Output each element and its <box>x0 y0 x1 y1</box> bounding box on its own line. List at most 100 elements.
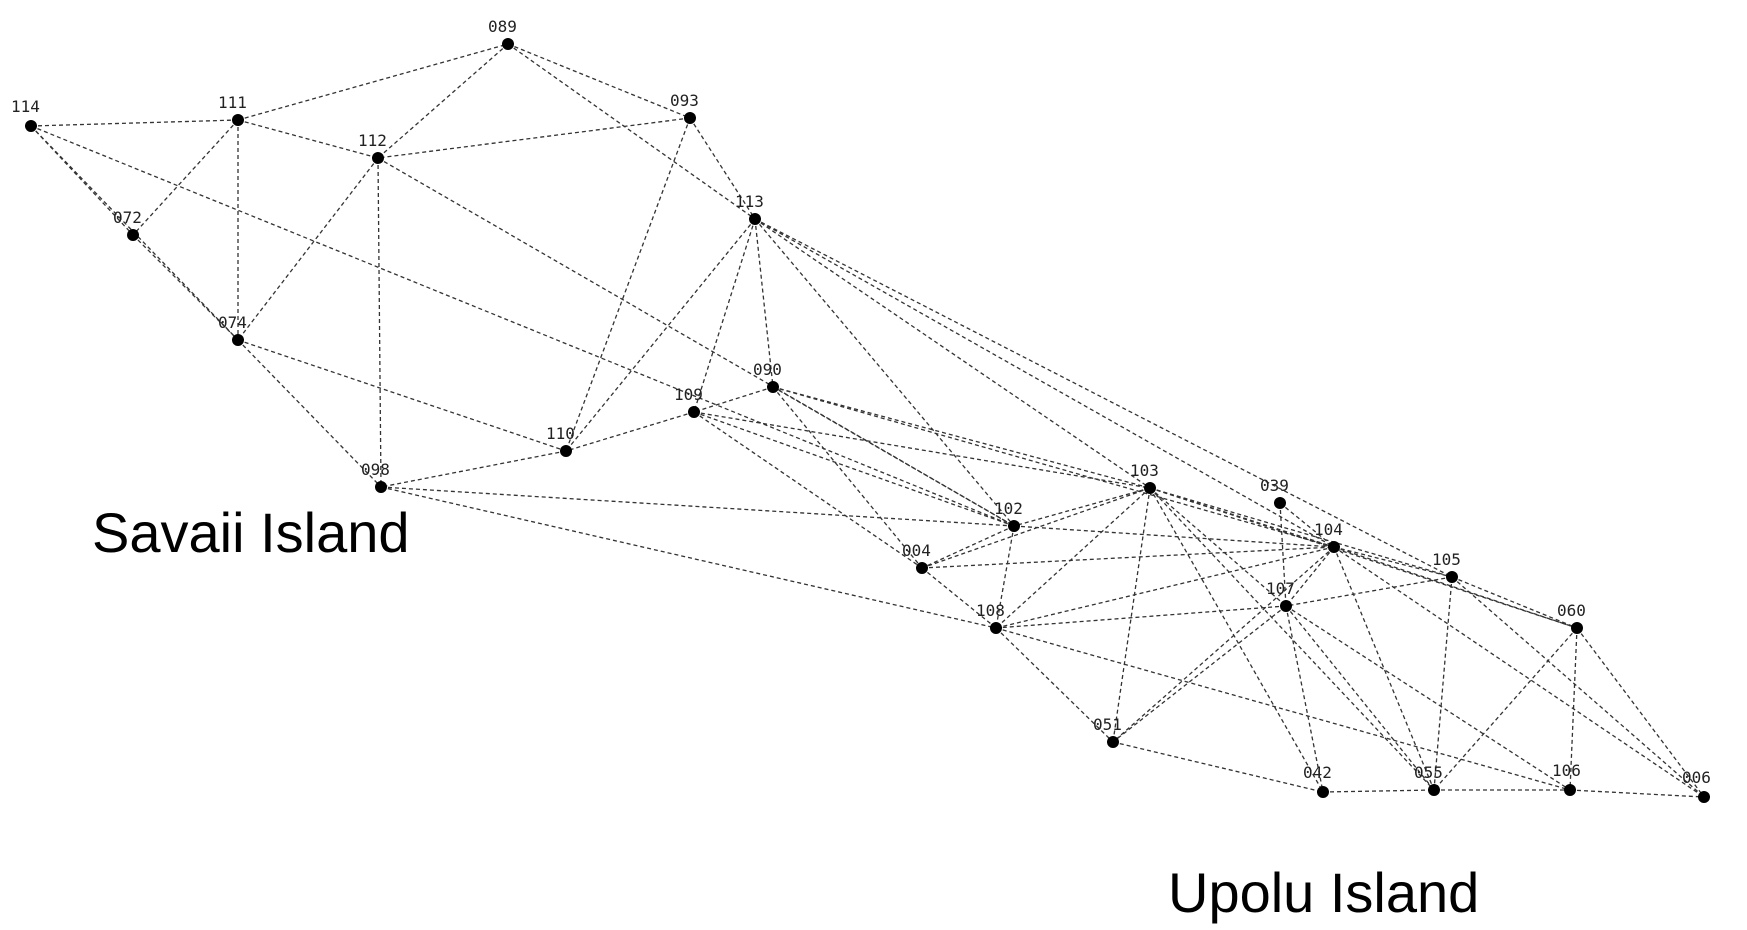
node-dot-093 <box>684 112 696 124</box>
node-label-111: 111 <box>218 93 247 112</box>
edge-074-110 <box>237 339 567 452</box>
edge-113-104 <box>754 218 1335 548</box>
edge-109-103 <box>693 411 1151 489</box>
edges-layer <box>30 43 1705 798</box>
node-055: 055 <box>1414 763 1443 796</box>
node-111: 111 <box>218 93 247 126</box>
edge-105-055 <box>1433 576 1453 791</box>
edge-103-060 <box>1149 487 1578 629</box>
edge-112-102 <box>377 157 1015 527</box>
edge-090-109 <box>693 386 774 413</box>
node-109: 109 <box>674 385 703 418</box>
node-label-104: 104 <box>1314 520 1343 539</box>
edge-113-102 <box>754 218 1015 527</box>
edge-103-105 <box>1149 487 1453 578</box>
edge-060-055 <box>1433 627 1578 791</box>
node-dot-098 <box>375 481 387 493</box>
node-074: 074 <box>218 313 247 346</box>
node-060: 060 <box>1557 601 1586 634</box>
node-dot-110 <box>560 445 572 457</box>
node-label-042: 042 <box>1303 763 1332 782</box>
node-label-039: 039 <box>1260 476 1289 495</box>
node-label-098: 098 <box>361 460 390 479</box>
node-dot-072 <box>127 229 139 241</box>
edge-114-111 <box>30 119 239 127</box>
node-label-060: 060 <box>1557 601 1586 620</box>
edge-090-104 <box>772 386 1335 548</box>
node-label-103: 103 <box>1130 461 1159 480</box>
node-108: 108 <box>976 601 1005 634</box>
node-102: 102 <box>994 499 1023 532</box>
node-dot-109 <box>688 406 700 418</box>
node-089: 089 <box>488 17 517 50</box>
edge-102-108 <box>995 525 1015 629</box>
node-dot-111 <box>232 114 244 126</box>
node-label-055: 055 <box>1414 763 1443 782</box>
edge-060-006 <box>1576 627 1705 798</box>
node-label-113: 113 <box>735 192 764 211</box>
edge-104-051 <box>1112 546 1335 743</box>
node-098: 098 <box>361 460 390 493</box>
node-dot-039 <box>1274 497 1286 509</box>
edge-105-060 <box>1451 576 1578 629</box>
edge-104-006 <box>1333 546 1705 798</box>
node-dot-004 <box>916 562 928 574</box>
node-103: 103 <box>1130 461 1159 494</box>
edge-039-107 <box>1279 502 1287 607</box>
edge-093-113 <box>689 117 756 220</box>
upolu-island-label: Upolu Island <box>1168 861 1480 924</box>
node-label-102: 102 <box>994 499 1023 518</box>
edge-113-110 <box>565 218 756 452</box>
node-dot-055 <box>1428 784 1440 796</box>
node-051: 051 <box>1093 715 1122 748</box>
node-dot-114 <box>25 120 37 132</box>
node-label-051: 051 <box>1093 715 1122 734</box>
edge-113-105 <box>754 218 1453 578</box>
node-dot-090 <box>767 381 779 393</box>
node-113: 113 <box>735 192 764 225</box>
edge-113-103 <box>754 218 1151 489</box>
node-dot-104 <box>1328 541 1340 553</box>
edge-072-074 <box>132 234 239 341</box>
node-dot-006 <box>1698 791 1710 803</box>
edge-051-042 <box>1112 741 1324 793</box>
edge-111-112 <box>237 119 379 159</box>
node-dot-103 <box>1144 482 1156 494</box>
edge-107-042 <box>1285 605 1324 793</box>
node-label-006: 006 <box>1682 768 1711 787</box>
edge-112-098 <box>377 157 382 488</box>
edge-103-102 <box>1013 487 1151 527</box>
edge-107-055 <box>1285 605 1435 791</box>
node-dot-106 <box>1564 784 1576 796</box>
savaii-island-label: Savaii Island <box>92 501 410 564</box>
node-093: 093 <box>670 91 699 124</box>
edge-112-074 <box>237 157 379 341</box>
edge-111-072 <box>132 119 239 236</box>
edge-114-102 <box>30 125 1015 527</box>
edge-108-106 <box>995 627 1571 791</box>
edge-109-110 <box>565 411 695 452</box>
edge-089-112 <box>377 43 509 159</box>
node-dot-107 <box>1280 600 1292 612</box>
edge-104-060 <box>1333 546 1578 629</box>
edge-105-107 <box>1285 576 1453 607</box>
node-label-109: 109 <box>674 385 703 404</box>
edge-089-093 <box>507 43 691 119</box>
edge-098-102 <box>380 486 1015 527</box>
edge-102-004 <box>921 525 1015 569</box>
node-dot-102 <box>1008 520 1020 532</box>
node-dot-060 <box>1571 622 1583 634</box>
edge-103-055 <box>1149 487 1435 791</box>
edge-109-102 <box>693 411 1015 527</box>
edge-074-098 <box>237 339 382 488</box>
edge-004-104 <box>921 546 1335 569</box>
edge-107-106 <box>1285 605 1571 791</box>
node-label-110: 110 <box>546 424 575 443</box>
node-label-106: 106 <box>1552 761 1581 780</box>
edge-106-006 <box>1569 789 1705 798</box>
edge-102-104 <box>1013 525 1335 548</box>
node-006: 006 <box>1682 768 1711 803</box>
node-label-105: 105 <box>1432 550 1461 569</box>
edge-090-102 <box>772 386 1015 527</box>
